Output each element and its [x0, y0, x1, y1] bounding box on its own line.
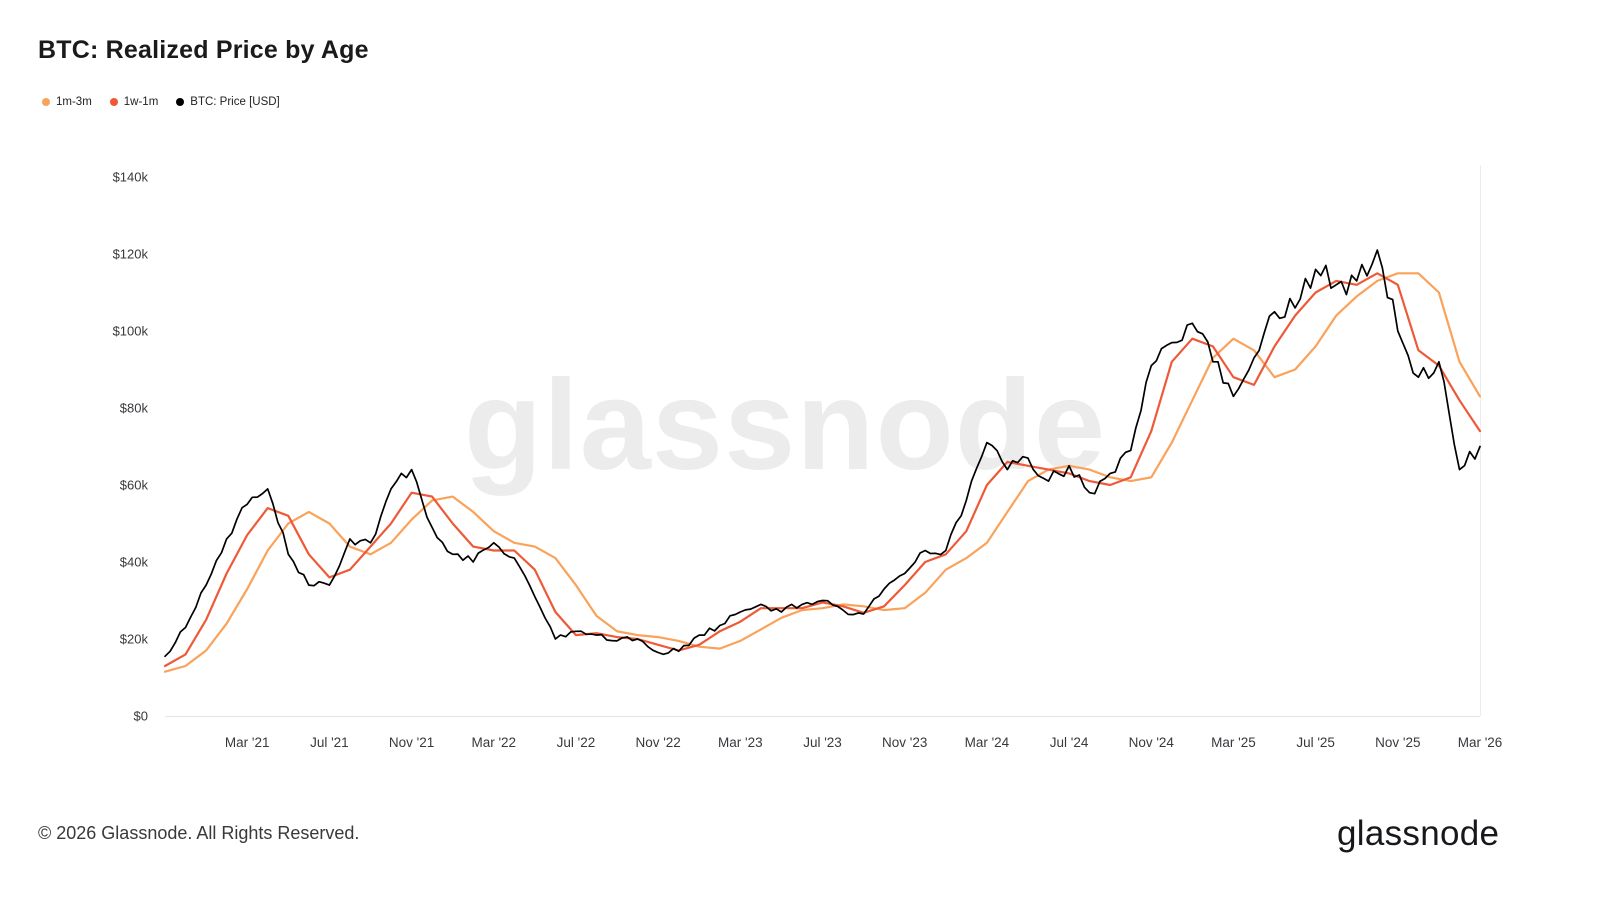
x-axis-label: Mar '22	[471, 735, 517, 750]
y-axis-label: $0	[133, 708, 148, 724]
legend-dot-btc-price-icon	[176, 98, 185, 106]
y-axis-label: $120k	[112, 246, 148, 262]
chart-legend: 1m-3m 1w-1m BTC: Price [USD]	[42, 96, 280, 108]
y-axis-label: $60k	[119, 477, 148, 493]
glassnode-logo[interactable]: glassnode	[1337, 814, 1500, 853]
x-axis-label: Nov '24	[1128, 735, 1174, 750]
chart-title: BTC: Realized Price by Age	[38, 36, 369, 64]
legend-label: 1w-1m	[123, 96, 159, 108]
series-line-1m-3m	[163, 272, 1482, 673]
x-axis-label: Jul '24	[1049, 735, 1089, 750]
legend-item-btc-price[interactable]: BTC: Price [USD]	[176, 96, 280, 108]
legend-label: BTC: Price [USD]	[190, 96, 280, 108]
legend-item-1w-1m[interactable]: 1w-1m	[109, 96, 159, 108]
legend-item-1m-3m[interactable]: 1m-3m	[42, 96, 92, 108]
x-axis-label: Mar '23	[718, 735, 763, 750]
legend-label: 1m-3m	[56, 96, 92, 108]
y-axis-label: $80k	[119, 400, 148, 416]
x-axis-label: Jul '25	[1296, 735, 1335, 750]
x-axis-label: Jul '23	[803, 735, 842, 750]
x-axis-label: Nov '25	[1375, 735, 1421, 750]
y-axis-label: $140k	[112, 169, 148, 185]
y-axis: $0 $20k $40k $60k $80k $100k $120k $140k	[0, 0, 148, 900]
x-axis-label: Mar '21	[224, 735, 270, 750]
x-axis-label: Mar '25	[1211, 735, 1256, 750]
y-axis-label: $100k	[112, 323, 148, 339]
x-axis: Mar '21 Jul '21 Nov '21 Mar '22 Jul '22 Nov '…	[0, 735, 1600, 757]
x-axis-label: Nov '21	[388, 735, 435, 750]
x-axis-label: Nov '22	[635, 735, 681, 750]
x-axis-label: Mar '24	[964, 735, 1010, 750]
series-line-btc-price-usd	[164, 249, 1481, 658]
legend-dot-1w-1m-icon	[109, 98, 118, 106]
legend-dot-1m-3m-icon	[42, 98, 50, 106]
x-axis-label: Mar '26	[1457, 735, 1503, 750]
y-axis-label: $40k	[119, 554, 148, 570]
copyright-text: © 2026 Glassnode. All Rights Reserved.	[38, 823, 360, 843]
x-axis-label: Nov '23	[882, 735, 928, 750]
series-line-1w-1m	[163, 272, 1482, 668]
y-axis-label: $20k	[119, 631, 148, 647]
x-axis-label: Jul '22	[556, 735, 596, 750]
x-axis-label: Jul '21	[310, 735, 349, 750]
